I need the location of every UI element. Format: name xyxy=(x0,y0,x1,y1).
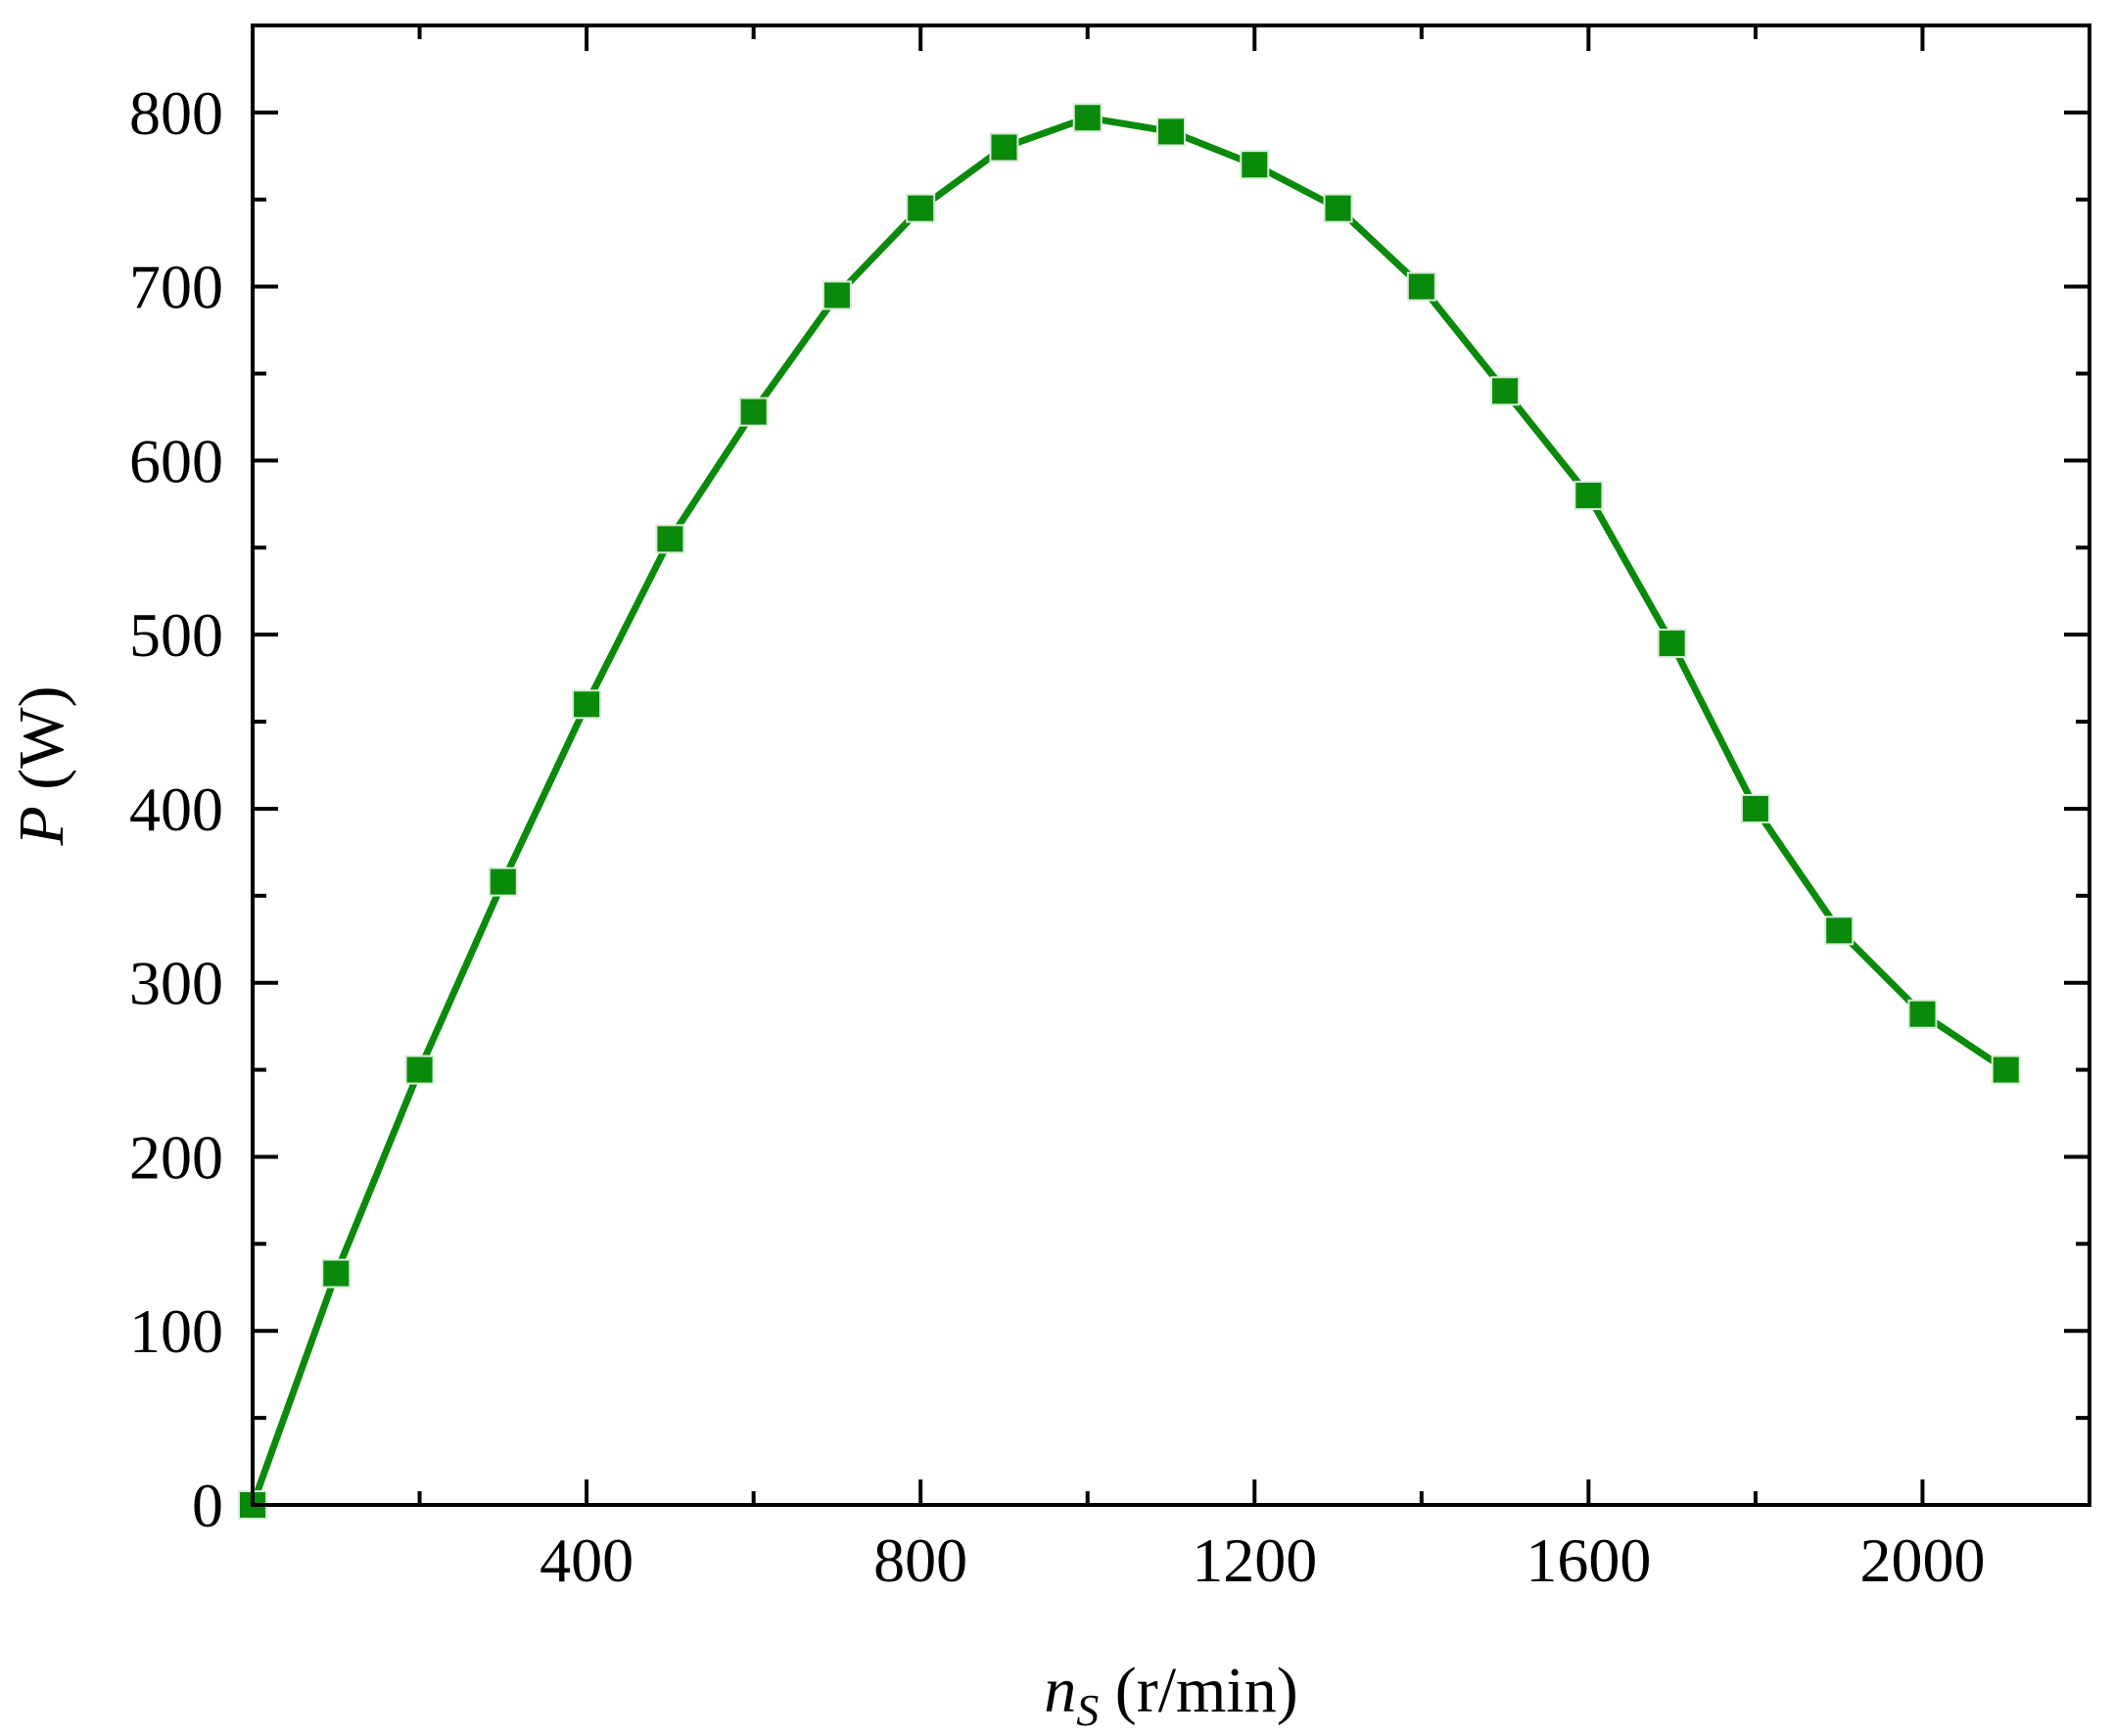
data-point xyxy=(906,193,936,223)
data-point xyxy=(822,280,852,310)
y-tick-label: 0 xyxy=(192,1471,223,1540)
data-point xyxy=(1156,117,1186,147)
data-point xyxy=(1406,271,1436,302)
data-point xyxy=(404,1055,435,1085)
x-tick-label: 1200 xyxy=(1192,1525,1317,1595)
data-point xyxy=(1740,793,1770,823)
x-axis-title-var: n xyxy=(1044,1655,1076,1726)
y-tick-label: 600 xyxy=(129,426,223,495)
y-tick-label: 100 xyxy=(129,1296,223,1366)
axis-ticks xyxy=(253,25,2091,1507)
series-line xyxy=(249,114,2008,1507)
x-axis-title: nS (r/min) xyxy=(1044,1655,1297,1735)
y-axis-title-unit: (W) xyxy=(6,685,77,806)
y-tick-label: 700 xyxy=(129,253,223,322)
data-point xyxy=(1991,1055,2021,1085)
plot-frame xyxy=(251,23,2091,1507)
y-tick-label: 300 xyxy=(129,949,223,1018)
data-point xyxy=(321,1258,352,1289)
data-point xyxy=(1323,193,1353,223)
data-point xyxy=(1907,999,1938,1029)
y-tick-label: 500 xyxy=(129,600,223,670)
y-axis-title-var: P xyxy=(6,806,77,846)
data-point xyxy=(1490,376,1521,406)
data-point xyxy=(1573,480,1604,510)
data-point xyxy=(1657,629,1687,659)
x-tick-label: 400 xyxy=(540,1525,634,1595)
y-axis-title: P (W) xyxy=(6,685,77,846)
y-tick-label: 800 xyxy=(129,78,223,148)
x-tick-label: 1600 xyxy=(1526,1525,1651,1595)
data-point xyxy=(572,689,602,720)
tick-labels: 400 800 1200 1600 2000 0 100 200 300 400 500 600 700… xyxy=(129,78,1985,1595)
data-point xyxy=(488,867,518,897)
x-axis-title-sub: S xyxy=(1076,1685,1099,1735)
data-point xyxy=(989,132,1019,163)
x-axis-title-unit: (r/min) xyxy=(1099,1655,1297,1726)
y-tick-label: 400 xyxy=(129,774,223,844)
x-tick-label: 800 xyxy=(873,1525,967,1595)
y-tick-label: 200 xyxy=(129,1122,223,1192)
data-point xyxy=(655,524,685,554)
x-tick-label: 2000 xyxy=(1859,1525,1985,1595)
data-point xyxy=(738,397,769,427)
series-layer xyxy=(238,103,2021,1520)
data-point xyxy=(1072,103,1103,133)
data-point xyxy=(1824,915,1855,946)
data-point xyxy=(1240,150,1270,180)
